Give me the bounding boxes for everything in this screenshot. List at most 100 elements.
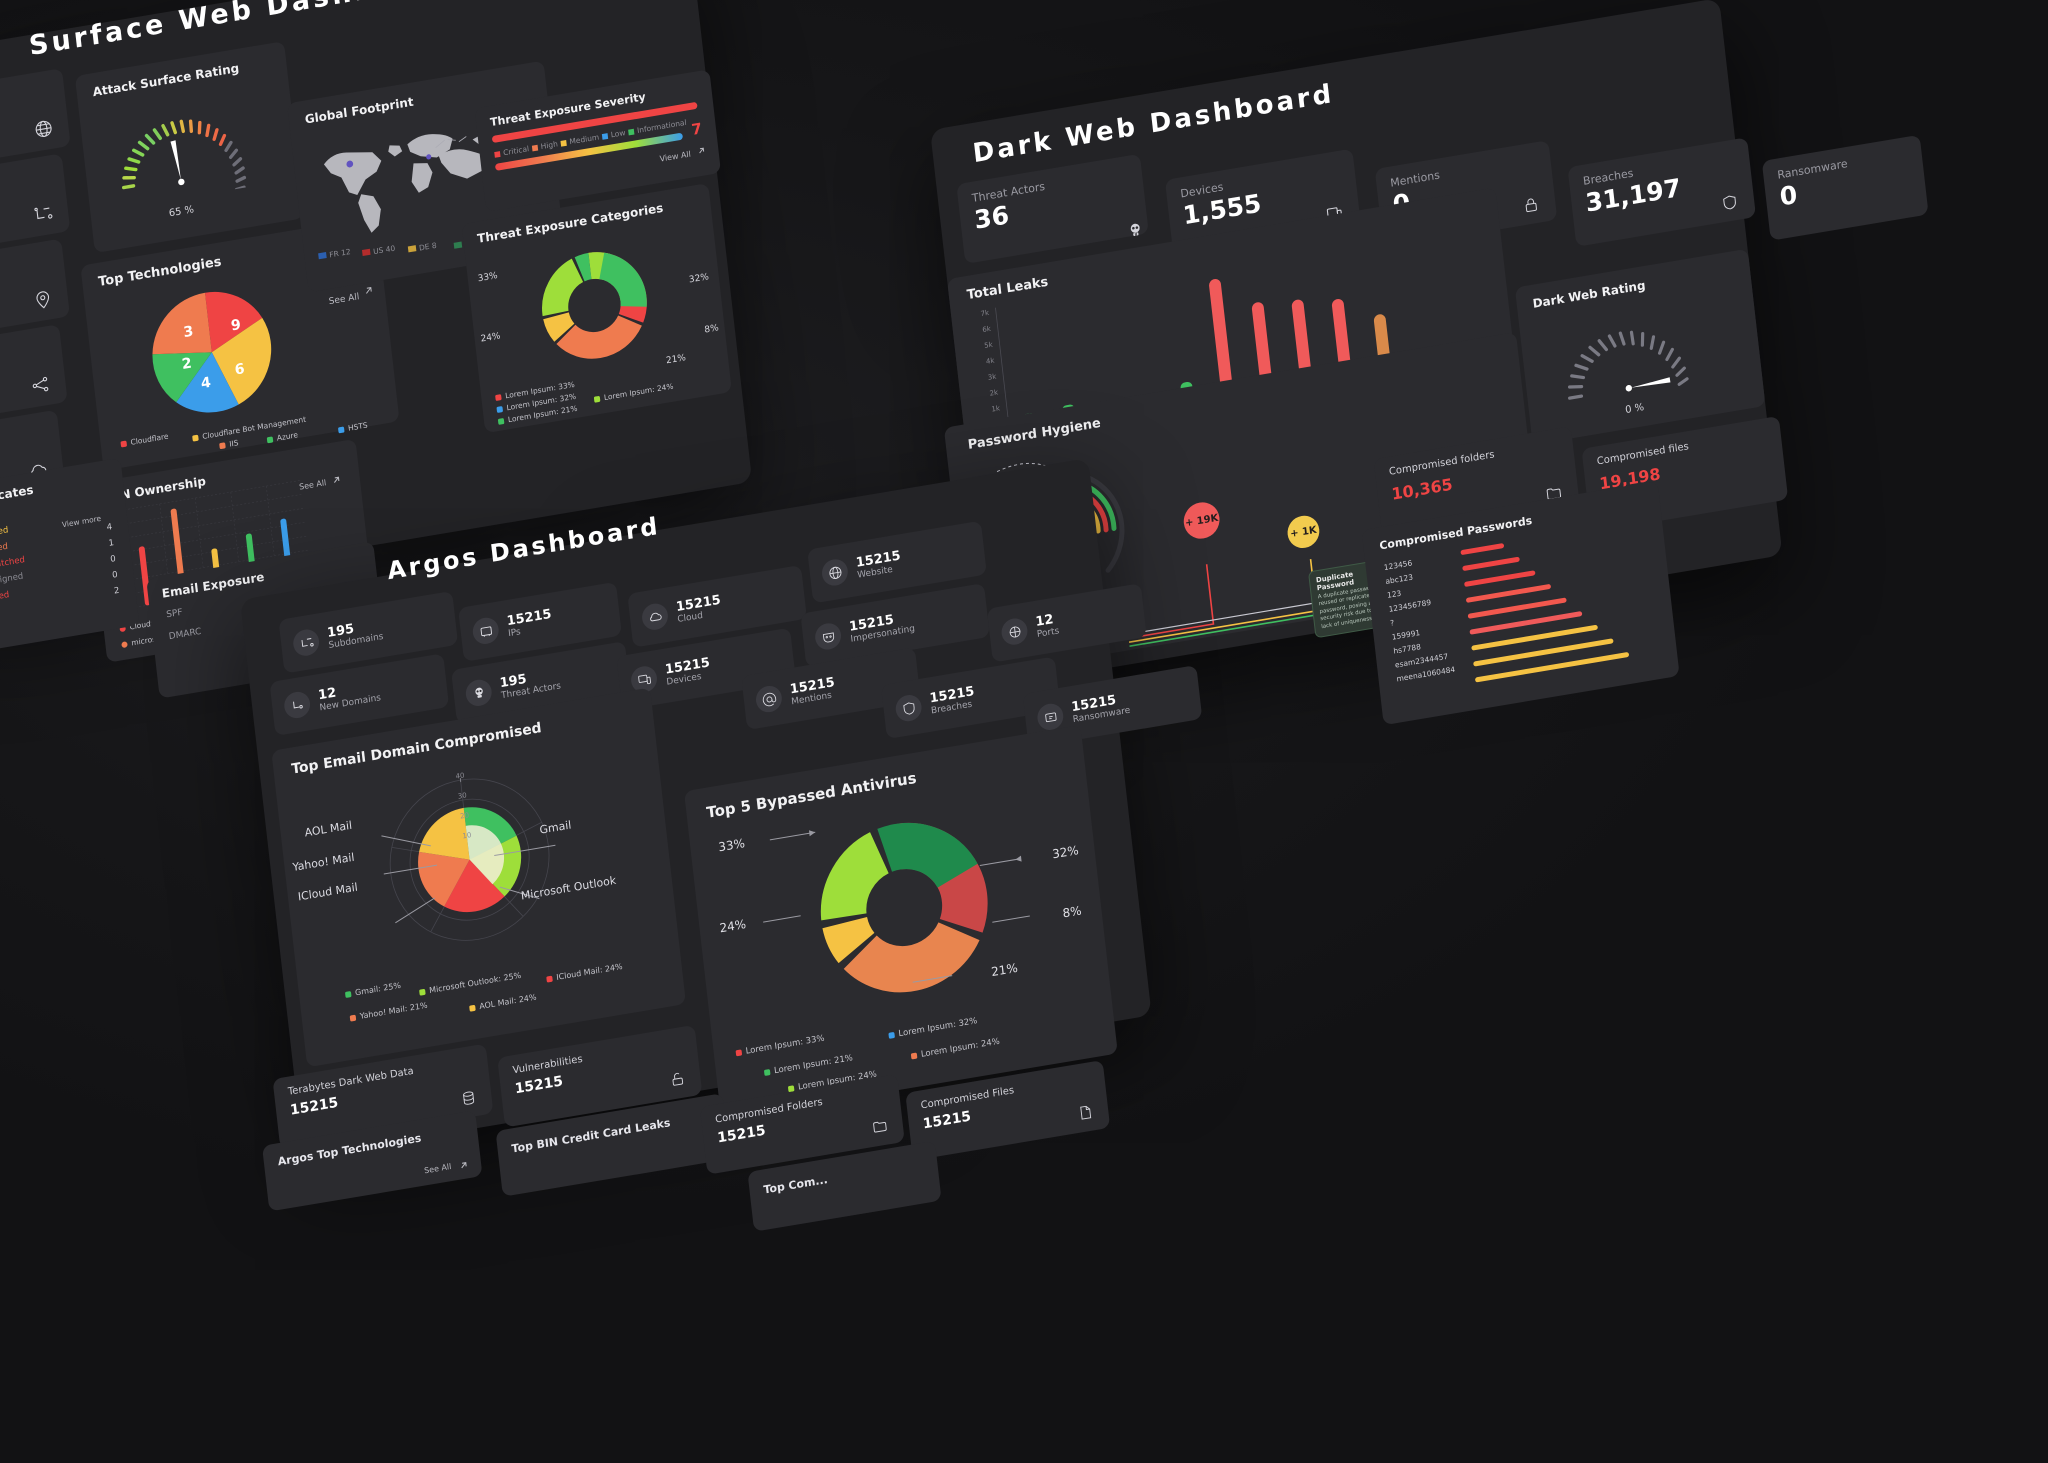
svg-text:3k: 3k (987, 372, 997, 382)
arrow-up-right-icon[interactable] (330, 474, 342, 487)
shield-icon (1715, 187, 1744, 217)
legend-azure: Azure (266, 430, 298, 444)
password-item-0: 123456 (1383, 558, 1413, 573)
tec-legend-3: Lorem Ipsum: 24% (593, 382, 674, 404)
argos-top-technologies-card[interactable]: Argos Top Technologies See All (261, 1110, 483, 1212)
certificates-card: Certificates View more ✔ Valid ! Untrust… (0, 457, 140, 655)
argos-top-tech-see-all[interactable]: See All (423, 1161, 452, 1176)
arrow-up-right-icon[interactable] (362, 284, 375, 298)
terabytes-card[interactable]: Terabytes Dark Web Data 15215 (272, 1043, 494, 1149)
argos-dashboard-panel: Argos Dashboard 195 Subdomains 15215 IPs 1… (240, 458, 1203, 1232)
ports-icon (1000, 616, 1029, 647)
mention-icon (754, 683, 784, 715)
kpi-card-breaches[interactable]: Breaches 31,197 (1567, 137, 1757, 247)
svg-text:2: 2 (181, 355, 193, 373)
stat-mentions[interactable]: 15215 Mentions (741, 647, 921, 731)
vulnerabilities-card[interactable]: Vulnerabilities 15215 (497, 1024, 703, 1128)
stat-ports[interactable]: 12 Ports (986, 583, 1147, 663)
cert-row-expired: ⊗ Expired (0, 590, 10, 606)
arrow-up-right-icon[interactable] (696, 145, 707, 157)
cloud-icon (640, 601, 670, 632)
svg-text:1k: 1k (991, 404, 1001, 414)
compromised-folders-value: 10,365 (1390, 474, 1454, 504)
stat-website[interactable]: 15215 Website (807, 520, 987, 604)
stat-new-domains[interactable]: 12 New Domains (269, 653, 450, 736)
kpi-card-ports[interactable]: Ports (0, 324, 68, 430)
stat-ransomware[interactable]: 15215 Ransomware (1022, 665, 1203, 748)
kpi-card-subdomains[interactable]: Subdomains 22 (0, 153, 71, 259)
argos-compromised-folders-label: Compromised Folders (714, 1096, 824, 1126)
surface-web-dashboard-panel: Surface Web Dashboard Domains 5 Subdomai… (0, 0, 753, 699)
dark-web-rating-value: 0 % (1624, 401, 1645, 417)
attack-surface-rating-card: Attack Surface Rating (74, 41, 305, 254)
email-exposure-spf: SPF (165, 607, 184, 621)
arrow-up-right-icon[interactable] (458, 1159, 470, 1172)
cert-val-expired: 2 (113, 585, 120, 597)
lock-open-icon (663, 1064, 692, 1094)
av-callout-32: 32% (1051, 843, 1080, 862)
password-item-5: 159991 (1391, 628, 1421, 642)
password-item-1: abc123 (1384, 572, 1414, 586)
ip-icon (471, 615, 501, 646)
callout-32: 32% (688, 272, 710, 286)
stat-impersonating[interactable]: 15215 Impersonating (800, 582, 990, 668)
svg-text:6: 6 (234, 361, 246, 379)
stat-ips[interactable]: 15215 IPs (458, 581, 622, 662)
folder-icon (866, 1112, 895, 1142)
av-callout-8: 8% (1061, 903, 1083, 921)
kpi-card-ransomware[interactable]: Ransomware 0 (1761, 134, 1929, 241)
severity-view-all[interactable]: View All (659, 149, 692, 164)
antivirus-callout-lines (763, 830, 1030, 983)
svg-text:7k: 7k (980, 309, 990, 319)
compromised-passwords-bars (1460, 543, 1629, 683)
skull-icon (464, 677, 494, 708)
argos-compromised-files-card[interactable]: Compromised Files 15215 (905, 1059, 1111, 1161)
threat-exposure-severity-card: Threat Exposure Severity ■ Critical ■ Hi… (474, 69, 722, 213)
svg-text:20: 20 (460, 811, 470, 820)
password-item-3: 123456789 (1388, 597, 1432, 614)
svg-text:9: 9 (230, 317, 242, 335)
top-technologies-see-all[interactable]: See All (328, 292, 360, 308)
top-com-label: Top Com... (762, 1172, 829, 1197)
footprint-country-1: US 40 (361, 244, 396, 258)
email-legend-icloud: ICloud Mail: 24% (546, 962, 623, 984)
kpi-card-domains[interactable]: Domains 5 (0, 68, 71, 174)
cert-row-revoked: ⊘ Revoked (0, 541, 9, 558)
kpi-card-threat-actors[interactable]: Threat Actors 36 (956, 153, 1149, 265)
callout-24: 24% (480, 331, 502, 345)
callout-33: 33% (477, 271, 499, 285)
attack-surface-value: 65 % (168, 204, 195, 220)
stat-cloud[interactable]: 15215 Cloud (627, 564, 807, 648)
kpi-label-ransomware: Ransomware (1776, 157, 1849, 182)
threat-exposure-donut (542, 252, 647, 359)
password-item-6: hs7788 (1392, 642, 1422, 656)
stat-subdomains[interactable]: 195 Subdomains (278, 590, 459, 674)
lock-icon (1516, 190, 1545, 220)
compromised-folders-label: Compromised folders (1388, 449, 1496, 478)
argos-compromised-folders-card[interactable]: Compromised Folders 15215 (699, 1074, 905, 1175)
subdomain-tree-icon (291, 627, 321, 658)
certificates-view-more[interactable]: View more (61, 513, 102, 530)
email-legend-aol: AOL Mail: 24% (469, 993, 537, 1013)
certificates-title: Certificates (0, 482, 35, 510)
kpi-card-ips[interactable]: IPs 20 (0, 238, 70, 345)
location-pin-icon (29, 284, 58, 314)
kpi-card-mentions[interactable]: Mentions 0 (1374, 140, 1558, 249)
email-legend-yahoo: Yahoo! Mail: 21% (349, 1001, 428, 1023)
legend-hsts: HSTS (337, 421, 368, 435)
dark-web-title: Dark Web Dashboard (971, 78, 1336, 170)
network-nodes-icon (26, 370, 55, 400)
globe-www-icon (29, 114, 58, 144)
email-legend-outlook: Microsoft Outlook: 25% (419, 971, 522, 997)
stat-breaches[interactable]: 15215 Breaches (880, 656, 1061, 740)
stat-devices[interactable]: 15215 Devices (616, 627, 797, 711)
argos-compromised-files-label: Compromised Files (920, 1084, 1015, 1112)
kpi-label-threat-actors: Threat Actors (971, 179, 1046, 205)
email-exposure-dmarc: DMARC (168, 626, 202, 643)
stat-threat-actors[interactable]: 195 Threat Actors (451, 641, 631, 724)
cert-row-untrusted: ! Untrusted (0, 525, 9, 543)
svg-text:30: 30 (457, 791, 467, 800)
cert-val-untrusted: 4 (106, 522, 113, 533)
top-technologies-card: Top Technologies See All 9 6 4 2 3 Cloud… (80, 216, 400, 471)
